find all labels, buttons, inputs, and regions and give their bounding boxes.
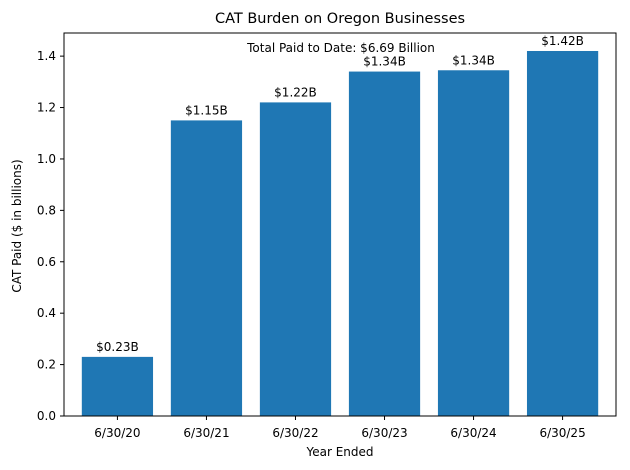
- data-label: $0.23B: [96, 340, 139, 354]
- bar-6-30-25: [526, 50, 599, 417]
- axes-layer: 0.0 0.2 0.4 0.6 0.8 1.0 1.2 1.4 6/30/20 6/30/21 6/…: [37, 32, 617, 440]
- data-label: $1.42B: [541, 34, 584, 48]
- y-tick-label: 1.2: [37, 101, 56, 115]
- bar-6-30-23: [348, 71, 421, 416]
- bar-6-30-21: [170, 120, 243, 417]
- x-tick-label: 6/30/23: [361, 426, 407, 440]
- x-tick-label: 6/30/24: [450, 426, 496, 440]
- x-tick-label: 6/30/20: [94, 426, 140, 440]
- data-label: $1.34B: [452, 53, 495, 67]
- data-label: $1.22B: [274, 85, 317, 99]
- y-tick-label: 1.4: [37, 49, 56, 63]
- y-tick-label: 0.6: [37, 255, 56, 269]
- data-label: $1.34B: [363, 55, 406, 69]
- bar-6-30-20: [81, 356, 154, 416]
- total-paid-annotation: Total Paid to Date: $6.69 Billion: [246, 41, 435, 55]
- y-tick-label: 1.0: [37, 152, 56, 166]
- x-tick-label: 6/30/22: [272, 426, 318, 440]
- x-tick-label: 6/30/25: [539, 426, 585, 440]
- y-axis-label: CAT Paid ($ in billions): [10, 159, 24, 292]
- x-tick-label: 6/30/21: [183, 426, 229, 440]
- bars-layer: $0.23B $1.15B $1.22B $1.34B $1.34B $1.42B: [81, 34, 599, 417]
- y-tick-label: 0.0: [37, 409, 56, 423]
- plot-frame: [63, 32, 617, 417]
- bar-6-30-22: [259, 102, 332, 417]
- bar-6-30-24: [437, 70, 510, 417]
- y-tick-label: 0.2: [37, 358, 56, 372]
- chart-title: CAT Burden on Oregon Businesses: [215, 11, 465, 27]
- y-tick-label: 0.8: [37, 203, 56, 217]
- y-tick-label: 0.4: [37, 306, 56, 320]
- x-axis-label: Year Ended: [305, 445, 373, 459]
- data-label: $1.15B: [185, 103, 228, 117]
